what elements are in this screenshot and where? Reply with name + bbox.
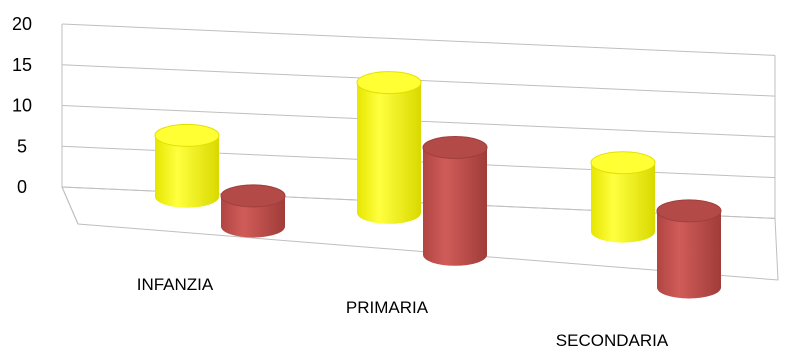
y-tick-label: 20 xyxy=(12,14,32,34)
y-axis: 0 5 10 15 20 xyxy=(12,14,32,197)
gridline xyxy=(61,23,776,56)
x-axis: INFANZIA PRIMARIA SECONDARIA xyxy=(137,275,669,350)
bar xyxy=(220,184,286,238)
bar-top xyxy=(656,199,722,223)
bar-top xyxy=(220,184,286,208)
x-tick-label: SECONDARIA xyxy=(556,331,669,350)
y-tick-label: 0 xyxy=(17,177,27,197)
bar-top xyxy=(154,123,220,147)
plot-area xyxy=(154,71,722,299)
bar-top xyxy=(356,71,422,95)
x-tick-label: PRIMARIA xyxy=(346,298,429,317)
bar-body xyxy=(657,210,721,299)
y-tick-label: 15 xyxy=(12,55,32,75)
bar xyxy=(422,136,488,266)
bar xyxy=(590,151,656,243)
x-tick-label: INFANZIA xyxy=(137,275,214,294)
bar xyxy=(154,123,220,208)
y-tick-label: 10 xyxy=(12,96,32,116)
bar-top xyxy=(422,136,488,159)
bar xyxy=(656,199,722,299)
bar xyxy=(356,71,422,224)
bar-body xyxy=(221,195,285,238)
bar-top xyxy=(590,151,656,175)
bar-body xyxy=(155,135,219,208)
bar-body xyxy=(591,162,655,243)
floor-left-edge xyxy=(61,186,79,225)
y-tick-label: 5 xyxy=(17,136,27,156)
bar-body xyxy=(357,82,421,224)
bar-body xyxy=(423,147,487,266)
